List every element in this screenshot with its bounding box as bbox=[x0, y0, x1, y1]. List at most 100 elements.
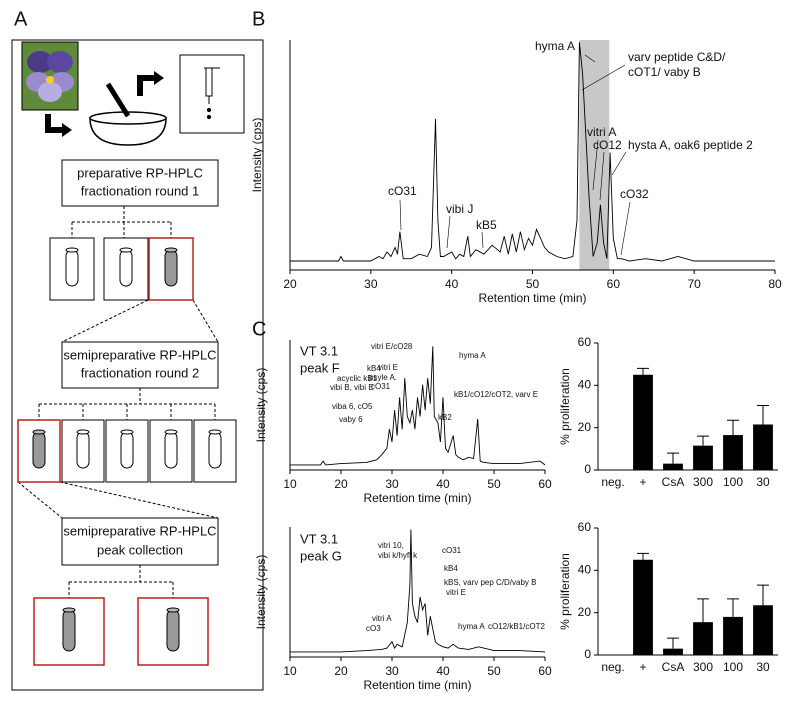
peak-annotation: cO31 bbox=[388, 184, 417, 198]
leader-line bbox=[399, 199, 402, 231]
peak-annotation: vitri E bbox=[446, 588, 466, 597]
peak-annotation: kB2 bbox=[438, 413, 452, 422]
peak-annotation: vitri E bbox=[378, 363, 398, 372]
tube-row bbox=[17, 237, 237, 666]
x-tick-label: CsA bbox=[662, 475, 685, 489]
syringe-icon bbox=[179, 54, 245, 134]
error-bar bbox=[757, 584, 769, 606]
peak-annotation: varv peptide C&D/ bbox=[628, 50, 726, 64]
leader-line bbox=[599, 151, 605, 201]
x-tick-label: 300 bbox=[693, 475, 713, 489]
panel-a: preparative RP-HPLC fractionation round … bbox=[11, 39, 264, 691]
panel-label: A bbox=[14, 8, 28, 30]
panel-frame bbox=[11, 39, 264, 691]
peak-annotation: hysta A, oak6 peptide 2 bbox=[628, 138, 753, 152]
y-axis-label: % proliferation bbox=[558, 553, 572, 630]
x-tick-label: 70 bbox=[687, 277, 701, 291]
tube-rim bbox=[62, 607, 76, 613]
peak-annotation: hyma A bbox=[459, 351, 486, 360]
peak-annotation: vaby 6 bbox=[339, 415, 363, 424]
x-tick-label: 20 bbox=[334, 477, 348, 491]
y-tick-label: 60 bbox=[578, 520, 592, 534]
leader-line bbox=[481, 231, 484, 249]
error-bar bbox=[727, 598, 739, 617]
x-tick-label: 60 bbox=[607, 277, 621, 291]
trace-label: VT 3.1 bbox=[300, 343, 338, 358]
trace bbox=[290, 346, 546, 466]
peak-annotation: psyle A. bbox=[369, 373, 397, 382]
peak-annotation: cO12/kB1/cOT2 bbox=[488, 622, 545, 631]
peak-annotation: kB4 bbox=[367, 364, 381, 373]
panel-label: B bbox=[252, 8, 265, 30]
x-tick-label: 30 bbox=[364, 277, 378, 291]
peak-annotation: vitri A bbox=[372, 614, 392, 623]
trace bbox=[290, 42, 775, 262]
x-tick-label: 100 bbox=[723, 660, 743, 674]
error-bar bbox=[637, 367, 649, 375]
step-box bbox=[61, 159, 219, 207]
step-text: fractionation round 1 bbox=[81, 183, 200, 198]
tube-rim bbox=[166, 607, 180, 613]
tube bbox=[120, 431, 134, 469]
y-axis-label: % proliferation bbox=[558, 368, 572, 445]
tube-rim bbox=[65, 247, 79, 253]
leader-line bbox=[584, 54, 596, 63]
step-text: preparative RP-HPLC bbox=[77, 165, 203, 180]
y-axis-label: Intensity (cps) bbox=[250, 118, 264, 193]
tube-rim bbox=[32, 429, 46, 435]
leader-line bbox=[581, 64, 626, 91]
step-box bbox=[61, 517, 219, 566]
error-bar bbox=[667, 452, 679, 464]
x-tick-label: 300 bbox=[693, 660, 713, 674]
y-tick-label: 20 bbox=[578, 605, 592, 619]
bar bbox=[693, 622, 713, 655]
tube bbox=[119, 249, 133, 287]
step-text: semipreparative RP-HPLC bbox=[63, 523, 216, 538]
x-tick-label: 10 bbox=[283, 477, 297, 491]
trace-label: VT 3.1 bbox=[300, 531, 338, 546]
peak-annotation: kB4 bbox=[444, 564, 458, 573]
x-tick-label: 10 bbox=[283, 664, 297, 678]
peak-annotation: vitri A bbox=[587, 125, 616, 139]
x-tick-label: + bbox=[639, 475, 646, 489]
arrow-head bbox=[154, 71, 164, 85]
step-text: semipreparative RP-HPLC bbox=[63, 347, 216, 362]
x-tick-label: + bbox=[639, 660, 646, 674]
x-tick-label: 80 bbox=[768, 277, 782, 291]
tube-rim bbox=[119, 247, 133, 253]
y-tick-label: 40 bbox=[578, 378, 592, 392]
x-tick-label: 20 bbox=[334, 664, 348, 678]
panel-label: C bbox=[252, 318, 266, 340]
x-tick-label: neg. bbox=[601, 475, 624, 489]
peak-annotation: vibi k/hyfl k bbox=[378, 551, 418, 560]
peak-annotation: kB1/cO12/cOT2, varv E bbox=[454, 390, 538, 399]
x-tick-label: 50 bbox=[487, 664, 501, 678]
bar bbox=[753, 424, 773, 470]
peak-annotation: cOT1/ vaby B bbox=[628, 65, 701, 79]
arrow bbox=[45, 114, 68, 133]
tube-rim bbox=[208, 429, 222, 435]
peak-annotation: vitri E/cO28 bbox=[371, 342, 413, 351]
peak-annotation: cO3 bbox=[366, 624, 381, 633]
tube bbox=[76, 431, 90, 469]
axis bbox=[289, 40, 775, 271]
tube-rim bbox=[120, 429, 134, 435]
error-bar bbox=[727, 419, 739, 436]
error-bar bbox=[757, 404, 769, 425]
x-tick-label: 60 bbox=[538, 477, 552, 491]
bar bbox=[693, 445, 713, 470]
tube bbox=[164, 431, 178, 469]
tube bbox=[166, 609, 180, 652]
bar bbox=[723, 435, 743, 470]
tube-rim bbox=[164, 429, 178, 435]
connector bbox=[68, 565, 174, 598]
tube-rim bbox=[76, 429, 90, 435]
axis bbox=[597, 528, 778, 656]
x-tick-label: 30 bbox=[385, 477, 399, 491]
peak-annotation: kB5 bbox=[476, 218, 497, 232]
x-tick-label: 40 bbox=[436, 477, 450, 491]
peak-annotation: vibi B, vibi E bbox=[330, 383, 374, 392]
shaded-range bbox=[579, 40, 610, 270]
peak-annotation: viba 6, cO5 bbox=[332, 402, 373, 411]
y-axis-label: Intensity (cps) bbox=[254, 368, 268, 443]
